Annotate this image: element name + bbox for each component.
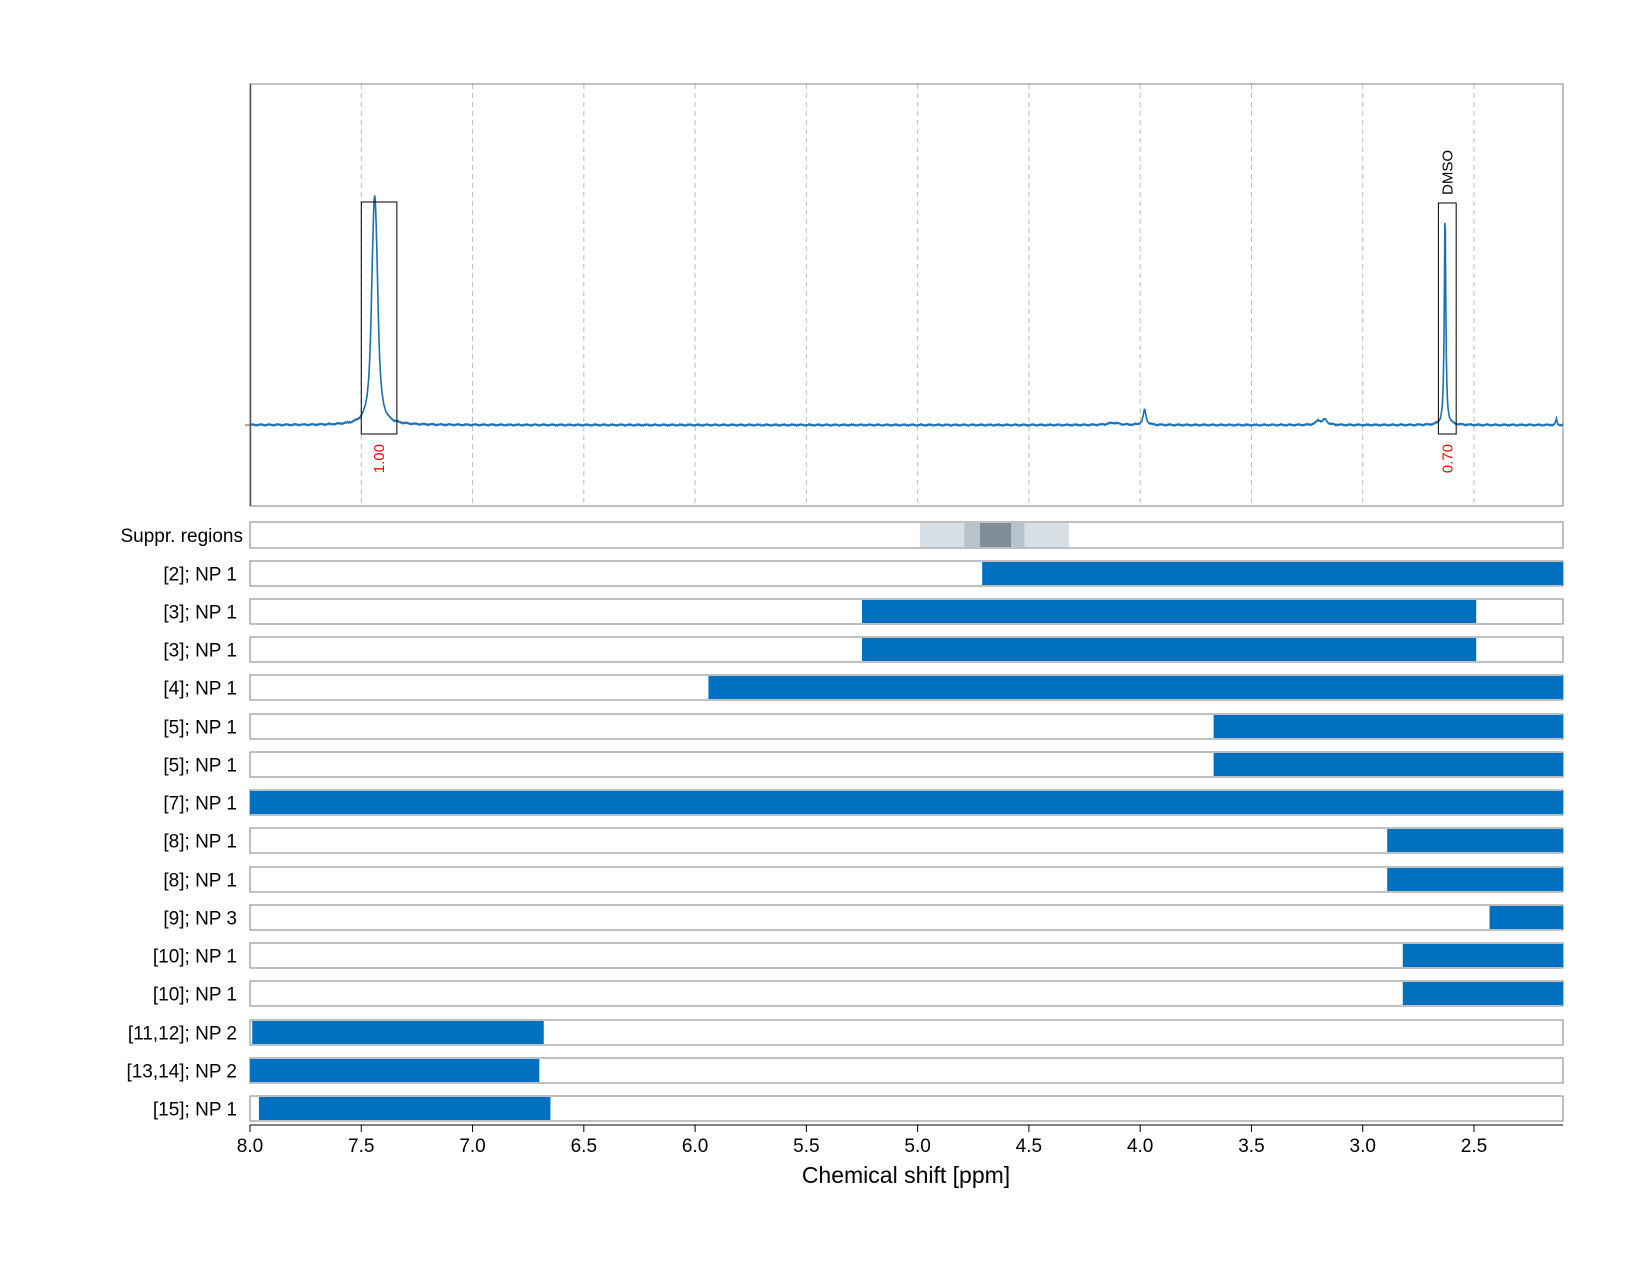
suppression-frame: [249, 521, 1564, 549]
range-bar: [861, 638, 1477, 661]
range-track: [249, 904, 1564, 931]
range-bar: [250, 791, 1563, 814]
integration-box: [1437, 202, 1457, 435]
range-bar: [252, 1021, 544, 1044]
range-bar: [250, 1059, 540, 1082]
range-bar: [1387, 829, 1563, 852]
x-tick-label: 7.0: [459, 1136, 485, 1157]
x-tick-label: 8.0: [237, 1136, 263, 1157]
x-tick-label: 4.5: [1016, 1136, 1042, 1157]
integral-value: 0.70: [1439, 444, 1456, 473]
range-label: [3]; NP 1: [163, 641, 237, 662]
range-label: [15]; NP 1: [153, 1100, 237, 1121]
range-label: [10]; NP 1: [153, 947, 237, 968]
range-bar: [1402, 982, 1563, 1005]
x-tick-label: 2.5: [1461, 1136, 1487, 1157]
range-label: [5]; NP 1: [163, 718, 237, 739]
range-label: [3]; NP 1: [163, 603, 237, 624]
x-tick-label: 6.5: [571, 1136, 597, 1157]
range-label: [7]; NP 1: [163, 794, 237, 815]
x-axis-label: Chemical shift [ppm]: [802, 1162, 1010, 1188]
peak-label: DMSO: [1439, 150, 1456, 195]
range-bar: [1213, 715, 1563, 738]
range-bar: [1489, 906, 1563, 929]
suppression-band: [979, 523, 1012, 547]
range-bar: [1387, 868, 1563, 891]
x-tick-label: 5.0: [904, 1136, 930, 1157]
x-tick-label: 5.5: [793, 1136, 819, 1157]
range-label: [2]; NP 1: [163, 565, 237, 586]
range-track: [249, 866, 1564, 893]
range-label: [9]; NP 3: [163, 909, 237, 930]
range-label: [4]; NP 1: [163, 679, 237, 700]
spectrum-line: [249, 195, 1564, 428]
suppression-track: Suppr. regions: [120, 521, 1564, 549]
gridlines: [360, 84, 1475, 506]
x-tick-label: 3.0: [1350, 1136, 1376, 1157]
range-label: [8]; NP 1: [163, 871, 237, 892]
integration-regions: 1.00 0.70 DMSO: [360, 150, 1457, 473]
range-bar: [1402, 944, 1563, 967]
x-tick-label: 6.0: [682, 1136, 708, 1157]
range-label: [8]; NP 1: [163, 832, 237, 853]
x-tick-label: 7.5: [348, 1136, 374, 1157]
range-label: [13,14]; NP 2: [126, 1062, 237, 1083]
range-label: [5]; NP 1: [163, 756, 237, 777]
integral-value: 1.00: [371, 444, 388, 473]
x-tick-label: 4.0: [1127, 1136, 1153, 1157]
range-label: [10]; NP 1: [153, 985, 237, 1006]
spectrum-panel: [249, 83, 1564, 507]
range-track: [249, 827, 1564, 854]
range-tracks: [2]; NP 1 [3]; NP 1 [3]; NP 1 [4]; NP 1 [5];…: [126, 560, 1564, 1122]
integration-box: [360, 201, 398, 435]
range-label: [11,12]; NP 2: [128, 1024, 237, 1045]
range-bar: [1213, 753, 1563, 776]
x-axis: 8.0 7.5 7.0 6.5 6.0 5.5 5.0 4.5 4.0 3.5 3.0 2.5: [237, 1124, 1563, 1157]
suppression-label: Suppr. regions: [120, 526, 243, 547]
range-track: [249, 942, 1564, 969]
x-tick-label: 3.5: [1238, 1136, 1264, 1157]
range-bar: [982, 562, 1563, 585]
range-bar: [258, 1097, 551, 1120]
range-track: [249, 980, 1564, 1007]
range-bar: [861, 600, 1477, 623]
range-bar: [708, 676, 1563, 699]
